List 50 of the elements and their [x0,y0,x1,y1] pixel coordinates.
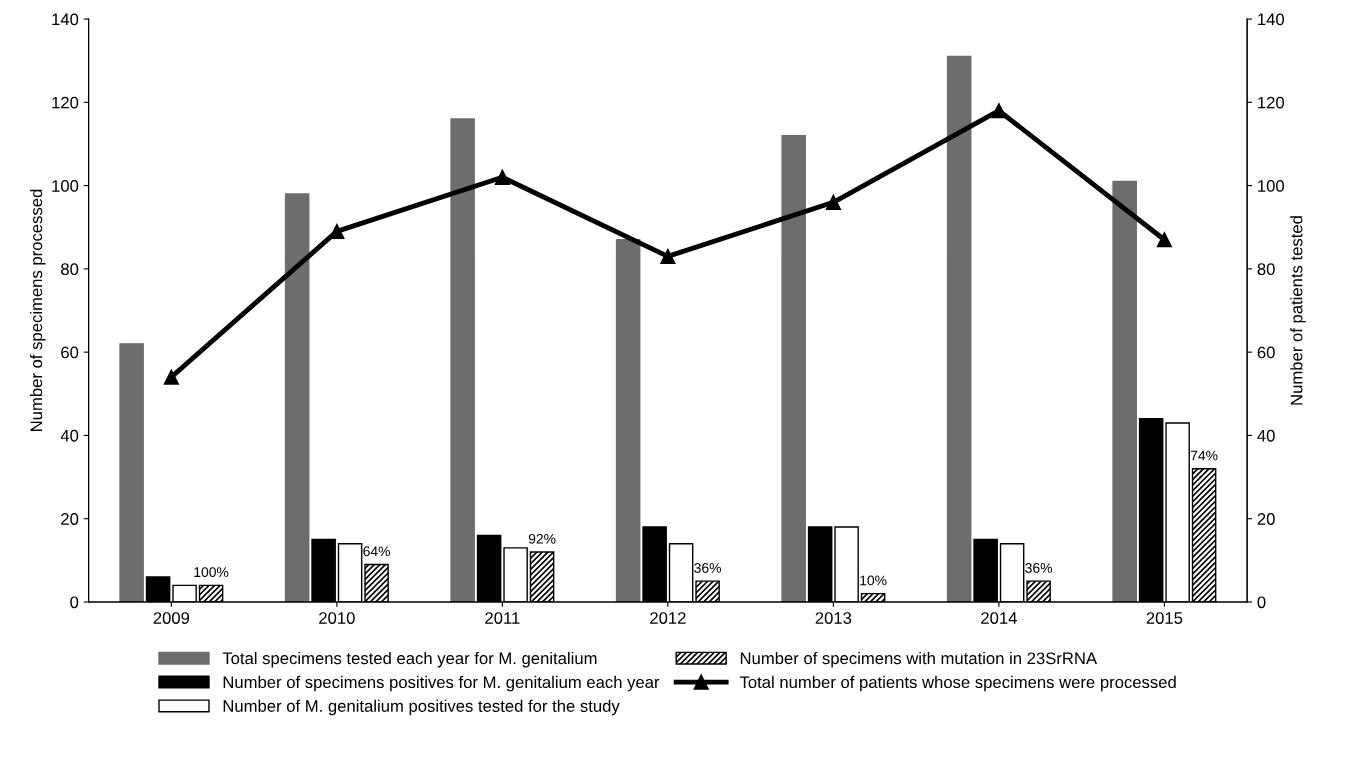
x-tick-label: 2013 [815,612,852,624]
legend-label: Total number of patients whose specimens were processed [739,675,1176,692]
y2-axis-title: Number of patients tested [1290,216,1306,405]
y-tick-label: 20 [61,513,79,525]
point [991,103,1007,119]
y-tick-label: 80 [61,263,79,276]
y-axis-title: Number of specimens processed [29,189,46,431]
y2-tick-label: 100 [1258,180,1285,192]
x-tick-label: 2011 [485,612,520,624]
y2-tick-label: 40 [1257,429,1275,442]
y2-tick-label: 20 [1257,513,1275,525]
y-tick-label: 140 [52,13,79,26]
point [1156,232,1173,248]
legend-label: Total specimens tested each year for M. genitalium [222,651,597,668]
annotation: 74% [1190,450,1218,461]
point [494,169,511,185]
bar [450,118,475,602]
legend-label: Number of specimens positives for M. genitalium each year [223,675,660,692]
x-tick-label: 2010 [319,612,355,624]
y2-tick-label: 60 [1257,346,1275,359]
bar [119,343,144,602]
y2-tick-label: 120 [1258,96,1285,109]
y2-tick-label: 80 [1257,263,1275,276]
annotation: 36% [1025,563,1053,573]
bar [284,193,310,602]
legend-label: Number of M. genitalium positives tested for the study [223,699,620,716]
point [660,248,676,265]
x-tick-label: 2012 [650,612,686,624]
y-tick-label: 0 [70,596,79,609]
annotation: 100% [194,567,229,578]
legend-label: Number of specimens with mutation in 23SrRNA [740,651,1098,668]
bar [615,239,641,602]
annotation: 64% [363,546,390,557]
y-tick-label: 40 [60,429,79,442]
y2-tick-label: 140 [1258,13,1285,26]
x-tick-label: 2014 [981,612,1017,624]
point [825,194,842,210]
y-tick-label: 100 [52,180,79,192]
point [163,369,179,385]
bar [946,55,972,602]
bar [1112,180,1137,602]
annotation: 10% [860,575,887,586]
y2-tick-label: 0 [1257,596,1266,609]
annotation: 92% [528,533,556,544]
y-tick-label: 60 [61,346,79,359]
y-tick-label: 120 [52,96,79,109]
bar [781,134,806,602]
x-tick-label: 2009 [153,612,190,624]
annotation: 36% [694,563,721,573]
x-tick-label: 2015 [1146,612,1183,624]
